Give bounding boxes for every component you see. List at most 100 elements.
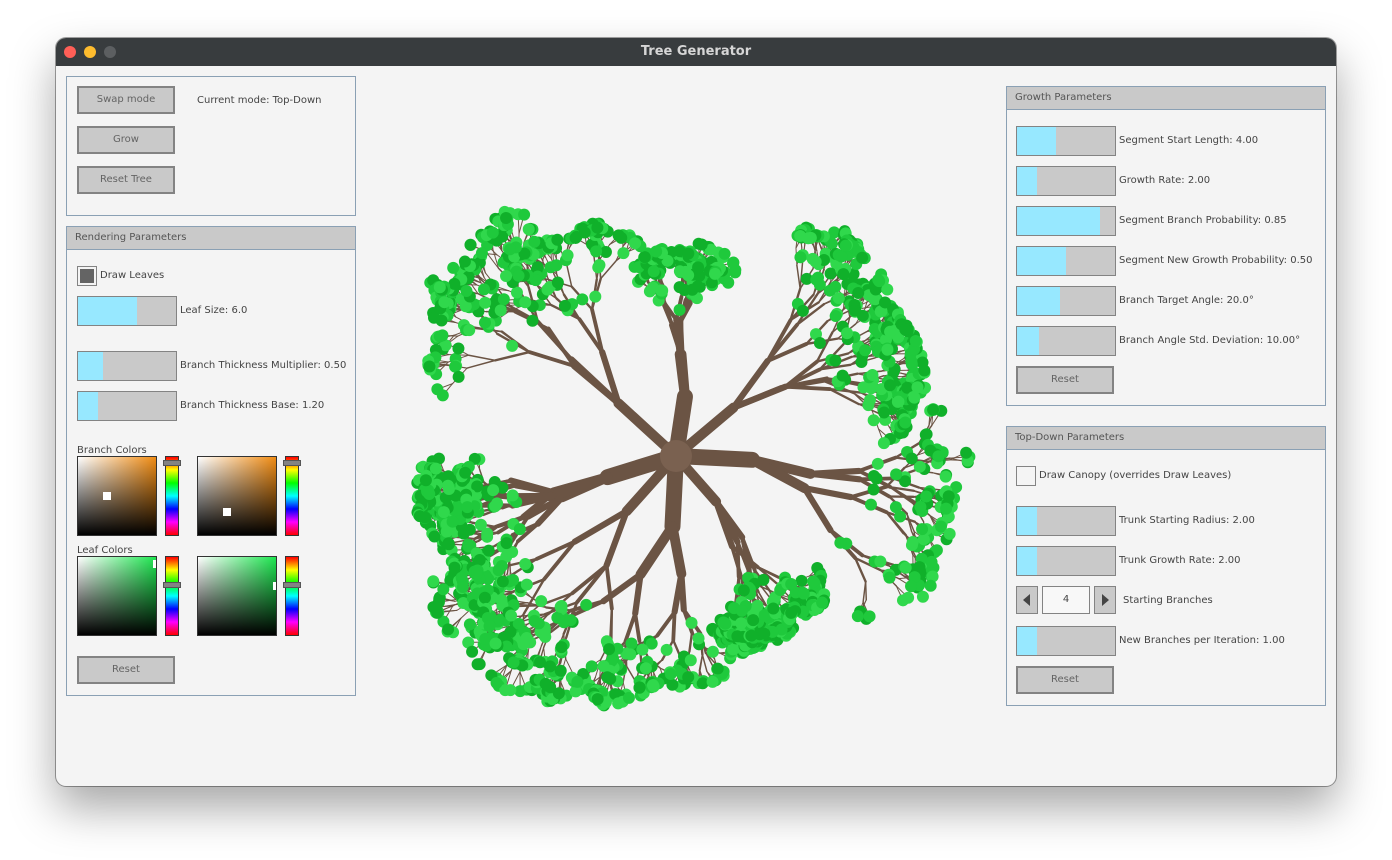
branch-color-1-picker[interactable] xyxy=(77,456,157,536)
leaf xyxy=(823,284,836,297)
hue-handle[interactable] xyxy=(163,582,181,588)
leaf-size-slider[interactable] xyxy=(77,296,177,326)
close-window-button[interactable] xyxy=(64,46,76,58)
segment-start-length-slider[interactable] xyxy=(1016,126,1116,156)
leaf xyxy=(580,598,593,611)
leaf xyxy=(758,627,771,640)
leaf xyxy=(518,208,531,221)
leaf xyxy=(506,546,519,559)
draw-canopy-checkbox[interactable] xyxy=(1016,466,1036,486)
zoom-window-button[interactable] xyxy=(104,46,116,58)
leaf xyxy=(813,337,826,350)
leaf xyxy=(551,276,564,289)
leaf xyxy=(899,475,912,488)
leaf xyxy=(478,283,491,296)
reset-tree-button[interactable]: Reset Tree xyxy=(77,166,175,194)
leaf-color-2-picker[interactable] xyxy=(197,556,277,636)
current-mode-label: Current mode: Top-Down xyxy=(197,95,322,106)
leaf xyxy=(554,664,567,677)
leaf-colors-label: Leaf Colors xyxy=(77,545,133,556)
leaf xyxy=(489,637,502,650)
branch xyxy=(667,521,687,579)
leaf xyxy=(487,484,500,497)
leaf xyxy=(512,269,525,282)
branch-thickness-base-slider[interactable] xyxy=(77,391,177,421)
leaf xyxy=(841,327,854,340)
leaf-color-2-hue-slider[interactable] xyxy=(283,556,301,636)
growth-reset-button[interactable]: Reset xyxy=(1016,366,1114,394)
branch-color-2-picker[interactable] xyxy=(197,456,277,536)
branch-target-angle-label: Branch Target Angle: 20.0° xyxy=(1119,295,1254,306)
picker-handle[interactable] xyxy=(223,508,231,516)
growth-rate-slider[interactable] xyxy=(1016,166,1116,196)
leaf xyxy=(785,578,798,591)
decrement-button[interactable] xyxy=(1016,586,1038,614)
leaf xyxy=(866,368,879,381)
new-branches-per-iteration-slider[interactable] xyxy=(1016,626,1116,656)
leaf xyxy=(816,596,829,609)
trunk-growth-rate-slider[interactable] xyxy=(1016,546,1116,576)
leaf xyxy=(633,681,646,694)
leaf-color-1-hue-slider[interactable] xyxy=(163,556,181,636)
branch xyxy=(678,570,687,613)
leaf xyxy=(437,583,450,596)
minimize-window-button[interactable] xyxy=(84,46,96,58)
leaf xyxy=(422,484,435,497)
leaf xyxy=(448,277,461,290)
rendering-reset-button[interactable]: Reset xyxy=(77,656,175,684)
leaf xyxy=(655,284,668,297)
segment-new-growth-probability-slider[interactable] xyxy=(1016,246,1116,276)
leaf xyxy=(795,574,808,587)
leaf xyxy=(489,500,502,513)
leaf xyxy=(451,503,464,516)
leaf xyxy=(647,265,660,278)
leaf xyxy=(851,610,864,623)
branch-thickness-multiplier-slider[interactable] xyxy=(77,351,177,381)
picker-handle[interactable] xyxy=(153,560,156,568)
branch-color-1-hue-slider[interactable] xyxy=(163,456,181,536)
picker-handle[interactable] xyxy=(103,492,111,500)
segment-branch-probability-slider[interactable] xyxy=(1016,206,1116,236)
branch xyxy=(590,307,605,355)
picker-handle[interactable] xyxy=(273,582,276,590)
branch-target-angle-slider[interactable] xyxy=(1016,286,1116,316)
branch xyxy=(757,591,768,608)
starting-branches-value[interactable]: 4 xyxy=(1042,586,1090,614)
leaf xyxy=(917,533,930,546)
leaf xyxy=(504,243,517,256)
branch xyxy=(485,250,500,269)
draw-leaves-checkbox[interactable] xyxy=(77,266,97,286)
hue-handle[interactable] xyxy=(283,460,301,466)
topdown-reset-button[interactable]: Reset xyxy=(1016,666,1114,694)
trunk-starting-radius-slider[interactable] xyxy=(1016,506,1116,536)
swap-mode-button[interactable]: Swap mode xyxy=(77,86,175,114)
leaf xyxy=(452,370,465,383)
leaf xyxy=(935,520,948,533)
leaf xyxy=(905,452,918,465)
leaf xyxy=(496,481,509,494)
starting-branches-label: Starting Branches xyxy=(1123,595,1213,606)
leaf xyxy=(855,356,868,369)
leaf xyxy=(601,671,614,684)
leaf xyxy=(735,604,748,617)
hue-handle[interactable] xyxy=(163,460,181,466)
window-title: Tree Generator xyxy=(640,44,752,59)
grow-button[interactable]: Grow xyxy=(77,126,175,154)
leaf xyxy=(478,591,491,604)
leaf-color-1-picker[interactable] xyxy=(77,556,157,636)
leaf xyxy=(459,466,472,479)
leaf xyxy=(942,490,955,503)
leaf xyxy=(813,278,826,291)
leaf xyxy=(429,462,442,475)
increment-button[interactable] xyxy=(1094,586,1116,614)
leaf xyxy=(526,314,539,327)
branch xyxy=(632,571,644,617)
branch xyxy=(779,367,822,390)
leaf xyxy=(427,311,440,324)
leaf xyxy=(711,662,724,675)
hue-handle[interactable] xyxy=(283,582,301,588)
branch-color-2-hue-slider[interactable] xyxy=(283,456,301,536)
leaf xyxy=(437,506,450,519)
branch-angle-deviation-slider[interactable] xyxy=(1016,326,1116,356)
leaf xyxy=(906,536,919,549)
